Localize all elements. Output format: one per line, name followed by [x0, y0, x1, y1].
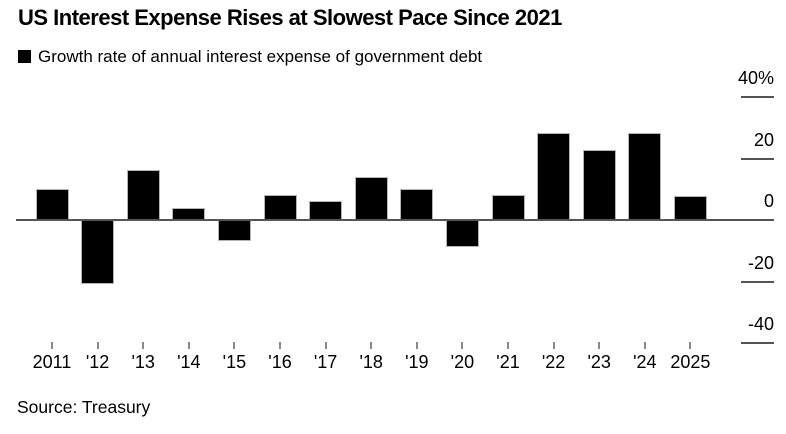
x-axis-tick: [507, 342, 509, 349]
x-axis-tick: [187, 342, 190, 349]
x-axis-label: '12: [85, 352, 110, 372]
x-axis-tick: [233, 342, 236, 349]
y-axis-label: 40%: [737, 68, 774, 88]
x-axis-label: '23: [587, 352, 611, 372]
bar-24: [628, 133, 662, 220]
bar-21: [491, 195, 525, 220]
bar-18: [354, 176, 388, 220]
x-axis-label: '16: [268, 352, 292, 372]
x-axis-tick: [461, 342, 464, 349]
x-axis-tick: [279, 342, 281, 349]
y-axis-label: -40: [747, 314, 774, 334]
y-axis-tick: [741, 280, 774, 283]
chart-title: US Interest Expense Rises at Slowest Pac…: [18, 5, 562, 30]
y-axis-tick: [741, 157, 774, 160]
x-axis-tick: [96, 342, 99, 349]
x-axis-tick: [643, 342, 646, 349]
bar-23: [582, 150, 616, 220]
x-axis-label: '13: [131, 352, 155, 372]
bar-17: [309, 200, 343, 220]
x-axis-label: 2011: [32, 352, 72, 372]
legend: Growth rate of annual interest expense o…: [18, 47, 482, 67]
x-axis-label: '20: [450, 352, 475, 372]
bar-13: [126, 170, 160, 220]
legend-swatch-icon: [18, 50, 31, 63]
bar-16: [263, 195, 297, 220]
source-note: Source: Treasury: [17, 397, 151, 417]
x-axis-tick: [142, 342, 145, 349]
x-axis-label: '21: [496, 352, 520, 372]
x-axis-label: '14: [177, 352, 201, 372]
bar-22: [537, 132, 571, 220]
y-axis-tick: [741, 96, 774, 98]
x-axis-label: '17: [313, 352, 338, 372]
x-axis-label: '15: [222, 352, 247, 372]
x-axis-tick: [370, 342, 373, 349]
x-axis-tick: [51, 342, 53, 349]
x-axis-label: 2025: [670, 352, 711, 372]
bar-12: [81, 220, 115, 285]
bar-2025: [673, 196, 707, 220]
x-axis-tick: [324, 342, 327, 349]
x-axis-tick: [598, 342, 601, 349]
bar-2011: [35, 188, 69, 220]
legend-series-label: Growth rate of annual interest expense o…: [38, 47, 483, 66]
x-axis-tick: [552, 342, 555, 349]
x-axis-label: '19: [405, 352, 429, 372]
x-axis-tick: [689, 342, 692, 349]
bar-20: [445, 220, 479, 247]
y-axis-label: -20: [747, 252, 774, 273]
x-axis-tick: [415, 342, 418, 349]
x-axis-label: '22: [541, 352, 566, 372]
x-axis-zero-line: [16, 219, 774, 221]
x-axis-label: '24: [633, 352, 657, 372]
y-axis-label: 0: [763, 191, 774, 211]
x-axis-label: '18: [359, 352, 383, 372]
y-axis-label: 20: [753, 129, 774, 150]
bar-19: [400, 188, 434, 220]
y-axis-tick: [741, 342, 774, 344]
bar-15: [217, 220, 251, 241]
